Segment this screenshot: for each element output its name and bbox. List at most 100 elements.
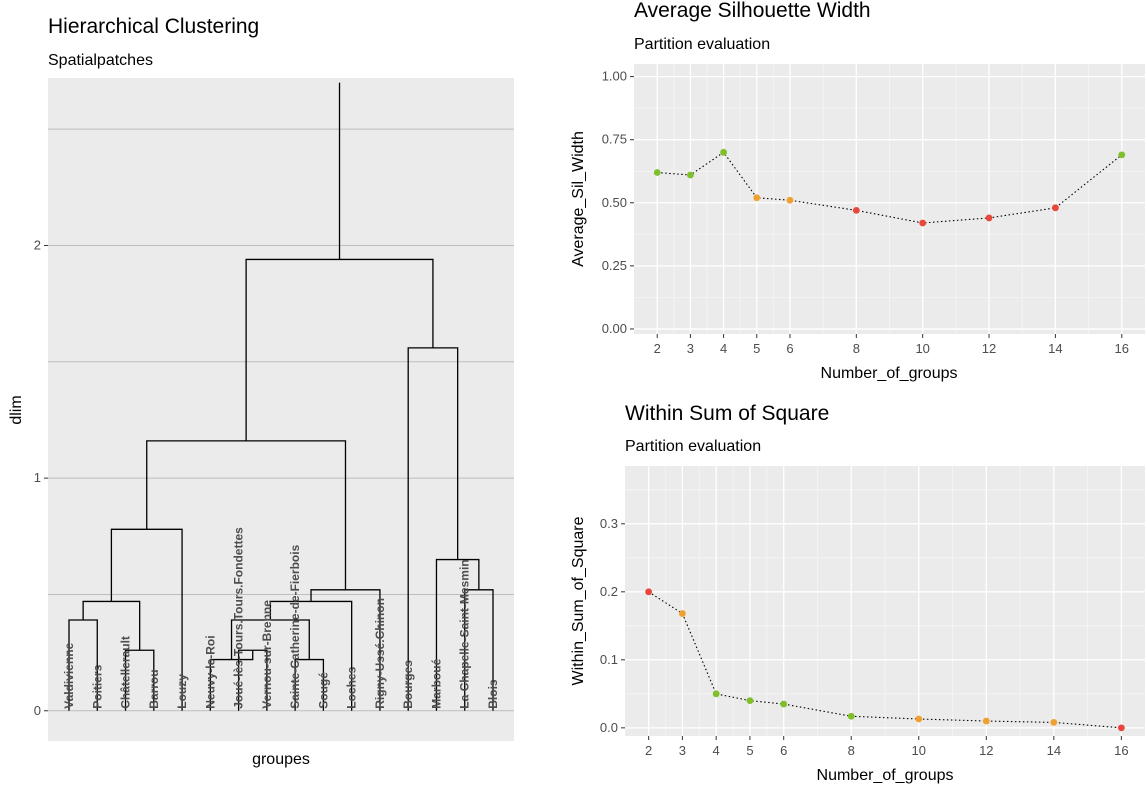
silhouette-x-tick-label: 14 xyxy=(1048,341,1062,356)
silhouette-axis-ticks: 0.00 0.25 0.50 0.75 1.00 2 3 4 5 6 8 10 12 14 16 xyxy=(602,69,1129,356)
dendrogram-leaf-label: La Chapelle-Saint-Mesmin xyxy=(458,559,472,708)
silhouette-y-tick-label: 0.50 xyxy=(602,195,627,210)
dendrogram-link xyxy=(230,619,310,660)
silhouette-series-line xyxy=(657,151,1123,224)
within-ss-axis-ticks: 0.0 0.1 0.2 0.3 2 3 4 5 6 8 10 12 14 16 xyxy=(600,516,1129,758)
silhouette-point xyxy=(687,171,694,179)
dendrogram-y-tick-label: 0 xyxy=(34,703,41,718)
within-ss-point xyxy=(847,712,855,720)
within-ss-series-line xyxy=(648,591,1122,729)
silhouette-x-tick-label: 10 xyxy=(915,341,929,356)
silhouette-point xyxy=(1052,204,1059,212)
dendrogram-link xyxy=(124,649,155,711)
within-ss-x-tick-label: 5 xyxy=(746,743,753,758)
dendrogram-link xyxy=(68,619,98,711)
dendrogram-leaf-labels: Valdivienne Poitiers Châtellerault Barrou Lo… xyxy=(62,527,500,709)
within-ss-x-tick-label: 10 xyxy=(912,743,926,758)
dendrogram-leaf-label: Barrou xyxy=(147,669,161,708)
silhouette-x-tick-label: 3 xyxy=(687,341,694,356)
within-ss-x-tick-label: 14 xyxy=(1047,743,1061,758)
within-ss-point xyxy=(679,610,686,617)
silhouette-title: Average Silhouette Width xyxy=(634,0,871,22)
silhouette-x-tick-label: 5 xyxy=(753,341,760,356)
silhouette-subtitle: Partition evaluation xyxy=(634,36,770,53)
within-ss-x-tick-label: 16 xyxy=(1114,743,1128,758)
within-ss-chart: Within Sum of Square Partition evaluatio… xyxy=(570,402,1145,784)
dendrogram-chart: Hierarchical Clustering Spatialpatches 0… xyxy=(8,15,514,768)
silhouette-series-line xyxy=(657,151,1123,224)
within-ss-point xyxy=(982,717,990,725)
silhouette-y-tick-label: 0.25 xyxy=(602,258,627,273)
within-ss-y-tick-label: 0.0 xyxy=(600,720,618,735)
dendrogram-leaf-label: Louzy xyxy=(175,674,189,709)
dendrogram-x-axis-title: groupes xyxy=(252,751,310,768)
dendrogram-leaf-label: Neuvy-le-Roi xyxy=(203,635,217,708)
silhouette-x-tick-label: 2 xyxy=(654,341,661,356)
silhouette-y-tick-label: 0.00 xyxy=(602,321,627,336)
silhouette-x-axis-title: Number_of_groups xyxy=(821,365,958,382)
within-ss-y-axis-title: Within_Sum_of_Square xyxy=(570,516,587,685)
dendrogram-leaf-label: Valdivienne xyxy=(62,642,76,708)
silhouette-gridlines xyxy=(634,64,1145,334)
dendrogram-leaf-label: Rigny-Ussé.Chinon xyxy=(373,598,387,709)
dendrogram-leaf-label: Châtellerault xyxy=(119,636,133,709)
dendrogram-leaf-label: Joué-lès-Tours.Tours.Fondettes xyxy=(232,527,246,709)
within-ss-x-tick-label: 8 xyxy=(848,743,855,758)
silhouette-y-tick-label: 1.00 xyxy=(602,69,627,84)
within-ss-point xyxy=(780,700,788,708)
silhouette-point xyxy=(1118,151,1126,159)
dendrogram-link xyxy=(407,347,459,711)
within-ss-series-line xyxy=(648,591,1122,729)
within-ss-x-tick-label: 2 xyxy=(645,743,652,758)
dendrogram-leaf-label: Sougé xyxy=(316,672,330,709)
silhouette-point xyxy=(985,214,993,222)
dendrogram-leaf-label: Marboué xyxy=(429,658,443,708)
within-ss-y-tick-label: 0.1 xyxy=(600,652,618,667)
within-ss-point xyxy=(712,690,720,698)
within-ss-x-tick-label: 4 xyxy=(713,743,720,758)
within-ss-point xyxy=(1117,724,1125,732)
within-ss-x-tick-label: 3 xyxy=(679,743,686,758)
silhouette-x-tick-label: 16 xyxy=(1115,341,1129,356)
within-ss-point xyxy=(645,588,653,596)
silhouette-point xyxy=(720,148,727,156)
silhouette-x-tick-label: 4 xyxy=(720,341,727,356)
within-ss-y-tick-label: 0.3 xyxy=(600,516,618,531)
dendrogram-leaf-label: Blois xyxy=(486,679,500,709)
within-ss-title: Within Sum of Square xyxy=(625,402,829,425)
dendrogram-y-ticks: 0 1 2 xyxy=(34,237,48,718)
dendrogram-y-tick-label: 1 xyxy=(34,470,41,485)
within-ss-gridlines xyxy=(625,466,1145,736)
within-ss-x-axis-title: Number_of_groups xyxy=(817,767,954,784)
dendrogram-leaf-label: Vernou-sur-Brenne xyxy=(260,600,274,709)
dendrogram-leaf-label: Bourges xyxy=(401,660,415,709)
dendrogram-link xyxy=(294,658,325,711)
silhouette-point xyxy=(852,206,860,214)
within-ss-x-tick-label: 6 xyxy=(780,743,787,758)
silhouette-point xyxy=(753,194,761,202)
silhouette-x-tick-label: 8 xyxy=(853,341,860,356)
dendrogram-title: Hierarchical Clustering xyxy=(48,15,259,38)
dendrogram-y-tick-label: 2 xyxy=(34,237,41,252)
silhouette-point xyxy=(919,219,927,227)
within-ss-point xyxy=(915,715,923,723)
within-ss-point xyxy=(1050,718,1058,726)
within-ss-points xyxy=(645,588,1125,732)
silhouette-points xyxy=(653,148,1126,227)
dendrogram-link xyxy=(209,650,254,711)
dendrogram-leaf-label: Poitiers xyxy=(90,664,104,708)
dendrogram-leaf-label: Loches xyxy=(345,666,359,708)
silhouette-y-tick-label: 0.75 xyxy=(602,132,627,147)
within-ss-x-tick-label: 12 xyxy=(979,743,993,758)
dendrogram-subtitle: Spatialpatches xyxy=(48,52,153,69)
within-ss-subtitle: Partition evaluation xyxy=(625,438,761,455)
silhouette-chart: Average Silhouette Width Partition evalu… xyxy=(570,0,1145,382)
dendrogram-links xyxy=(68,82,494,711)
dendrogram-link xyxy=(245,258,434,441)
silhouette-point xyxy=(786,196,794,204)
dendrogram-leaf-label: Sainte-Catherine-de-Fierbois xyxy=(288,544,302,708)
within-ss-point xyxy=(746,697,754,705)
dendrogram-y-axis-title: dlim xyxy=(8,395,25,424)
silhouette-x-tick-label: 6 xyxy=(786,341,793,356)
